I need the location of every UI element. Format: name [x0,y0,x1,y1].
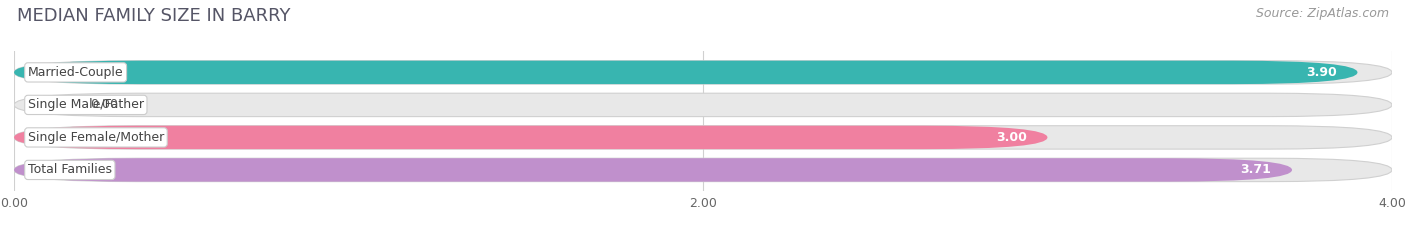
Text: Married-Couple: Married-Couple [28,66,124,79]
Text: MEDIAN FAMILY SIZE IN BARRY: MEDIAN FAMILY SIZE IN BARRY [17,7,291,25]
Text: 3.71: 3.71 [1240,163,1271,176]
Text: 0.00: 0.00 [90,98,118,111]
Text: Single Female/Mother: Single Female/Mother [28,131,165,144]
Text: 3.00: 3.00 [995,131,1026,144]
Text: Total Families: Total Families [28,163,112,176]
Text: 3.90: 3.90 [1306,66,1337,79]
FancyBboxPatch shape [14,126,1047,149]
FancyBboxPatch shape [14,61,1358,84]
Text: Single Male/Father: Single Male/Father [28,98,143,111]
FancyBboxPatch shape [14,126,1392,149]
FancyBboxPatch shape [14,93,1392,116]
FancyBboxPatch shape [14,61,1392,84]
Text: Source: ZipAtlas.com: Source: ZipAtlas.com [1256,7,1389,20]
FancyBboxPatch shape [14,158,1292,182]
FancyBboxPatch shape [14,158,1392,182]
